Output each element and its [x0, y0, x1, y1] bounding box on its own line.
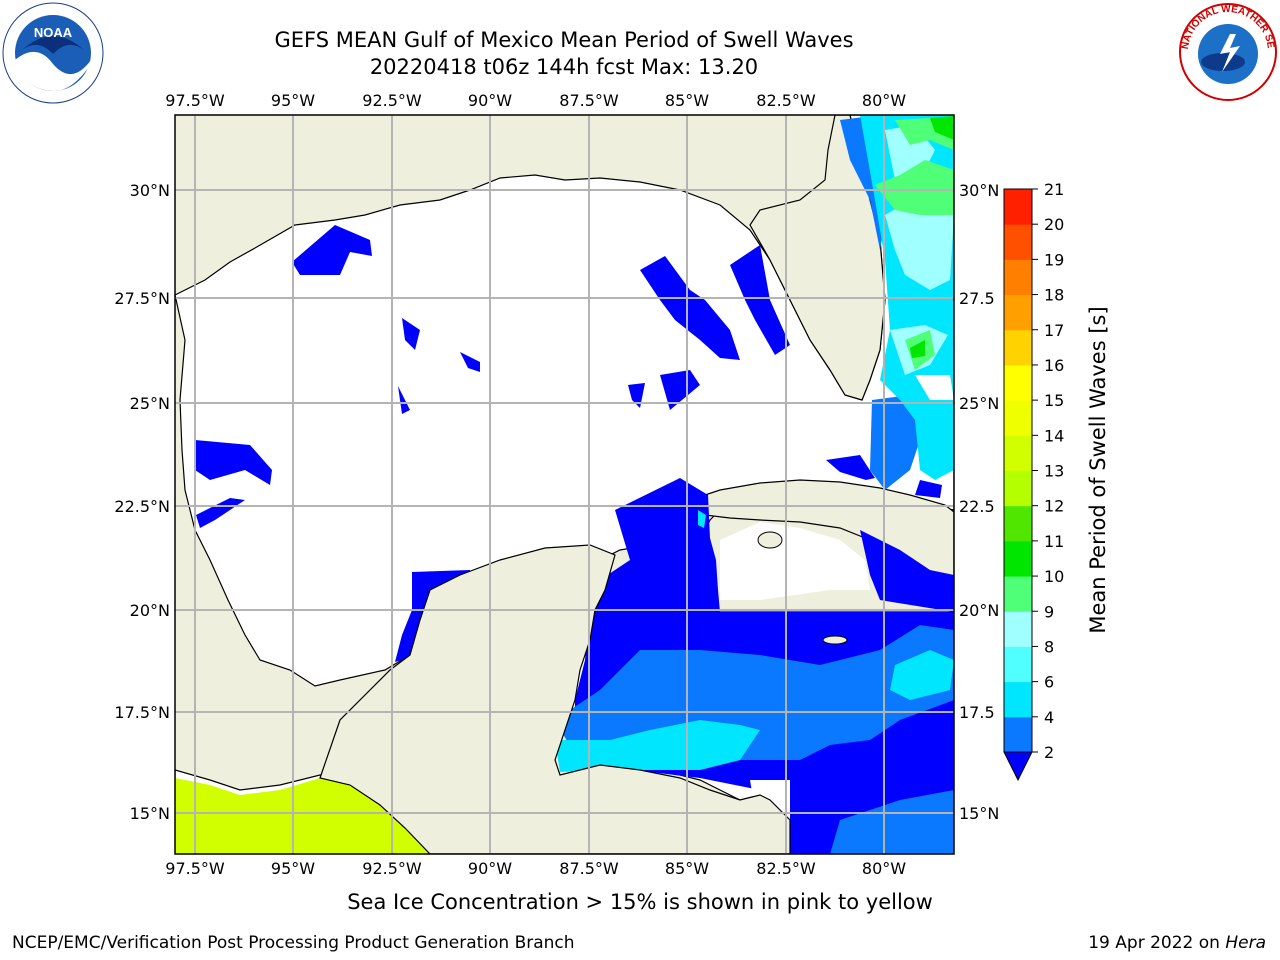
colorbar-tick-label: 15 [1044, 391, 1064, 410]
colorbar-segment [1004, 435, 1032, 471]
footer-date: 19 Apr 2022 on Hera [1088, 933, 1266, 953]
lon-label-top: 95°W [271, 91, 315, 110]
noaa-logo-text: NOAA [34, 25, 73, 40]
colorbar-segment [1004, 259, 1032, 296]
jamaica-land [822, 635, 848, 645]
colorbar-tick-label: 18 [1044, 286, 1064, 305]
colorbar-tick-label: 8 [1044, 637, 1054, 656]
footer-credit: NCEP/EMC/Verification Post Processing Pr… [12, 933, 575, 953]
colorbar-tick-label: 12 [1044, 497, 1064, 516]
lat-label-right: 25°N [959, 394, 999, 413]
colorbar-tick-label: 2 [1044, 743, 1054, 762]
colorbar-tick-label: 10 [1044, 567, 1064, 586]
colorbar-tick-label: 4 [1044, 708, 1054, 727]
footer-host: Hera [1225, 933, 1266, 953]
colorbar-tick-label: 13 [1044, 462, 1064, 481]
lat-label-left: 17.5°N [114, 703, 170, 722]
nws-logo: NATIONAL WEATHER SERVICE [1178, 2, 1277, 101]
lat-labels-right: 30°N 27.5 25°N 22.5 20°N 17.5 15°N [959, 181, 999, 823]
lon-label-top: 92.5°W [362, 91, 422, 110]
colorbar-label: Mean Period of Swell Waves [s] [1086, 306, 1110, 633]
colorbar-tick-label: 16 [1044, 356, 1064, 375]
colorbar-segment [1004, 400, 1032, 436]
colorbar-segment [1004, 505, 1032, 542]
colorbar-segment [1004, 364, 1032, 401]
lat-label-left: 15°N [130, 804, 170, 823]
colorbar-tick-label: 17 [1044, 321, 1064, 340]
lon-label-bottom: 87.5°W [559, 859, 619, 878]
colorbar-segment [1004, 329, 1032, 366]
colorbar-segment [1004, 470, 1032, 507]
colorbar-segment [1004, 716, 1032, 753]
lat-label-right: 20°N [959, 601, 999, 620]
footer-date-text: 19 Apr 2022 on [1088, 933, 1226, 953]
colorbar-segment [1004, 294, 1032, 331]
colorbar-tick-label: 14 [1044, 426, 1064, 445]
lon-label-bottom: 82.5°W [756, 859, 816, 878]
lon-label-top: 90°W [468, 91, 512, 110]
colorbar-segment [1004, 681, 1032, 718]
lon-label-top: 85°W [665, 91, 709, 110]
lat-label-left: 27.5°N [114, 289, 170, 308]
colorbar-extend-triangle [1003, 751, 1033, 782]
lat-label-right: 22.5 [959, 497, 995, 516]
lat-label-left: 30°N [130, 181, 170, 200]
colorbar: 2 4 6 8 9 10 11 12 13 14 15 16 17 18 19 20 21 [1003, 180, 1064, 782]
colorbar-tick-label: 9 [1044, 602, 1054, 621]
colorbar-tick-label: 6 [1044, 673, 1054, 692]
lat-label-right: 15°N [959, 804, 999, 823]
lon-label-bottom: 97.5°W [165, 859, 225, 878]
isla-juventud-land [757, 531, 783, 549]
florida-land [749, 115, 886, 401]
map-subtitle-forecast: 20220418 t06z 144h fcst Max: 13.20 [369, 55, 759, 79]
colorbar-segment [1004, 540, 1032, 577]
lat-label-right: 30°N [959, 181, 999, 200]
lon-label-bottom: 80°W [862, 859, 906, 878]
lat-label-left: 22.5°N [114, 497, 170, 516]
lon-label-top: 82.5°W [756, 91, 816, 110]
sea-ice-note: Sea Ice Concentration > 15% is shown in … [347, 890, 933, 914]
colorbar-tick-label: 19 [1044, 250, 1064, 269]
lon-label-bottom: 90°W [468, 859, 512, 878]
colorbar-segment [1004, 611, 1032, 647]
lat-label-left: 20°N [130, 601, 170, 620]
lon-label-top: 80°W [862, 91, 906, 110]
colorbar-tick-label: 20 [1044, 215, 1064, 234]
noaa-logo: NOAA [2, 2, 104, 104]
lat-label-right: 17.5 [959, 703, 995, 722]
map-gridlines [175, 115, 954, 854]
pacific-swell-fill [175, 778, 430, 854]
lon-label-bottom: 95°W [271, 859, 315, 878]
colorbar-segment [1004, 224, 1032, 260]
colorbar-tick-label: 11 [1044, 532, 1064, 551]
map-frame [174, 114, 955, 855]
lat-label-left: 25°N [130, 394, 170, 413]
swell-fill-level-10 [910, 116, 954, 358]
colorbar-segment [1004, 646, 1032, 683]
colorbar-tick-label: 21 [1044, 180, 1064, 199]
lat-label-right: 27.5 [959, 289, 995, 308]
lon-label-bottom: 85°W [665, 859, 709, 878]
lon-label-bottom: 92.5°W [362, 859, 422, 878]
colorbar-segment [1004, 189, 1032, 225]
lon-labels-bottom: 97.5°W 95°W 92.5°W 90°W 87.5°W 85°W 82.5… [165, 859, 906, 878]
yucatan-land [319, 544, 791, 854]
lon-label-top: 97.5°W [165, 91, 225, 110]
lat-labels-left: 30°N 27.5°N 25°N 22.5°N 20°N 17.5°N 15°N [114, 181, 170, 823]
colorbar-segment [1004, 576, 1032, 612]
lon-labels-top: 97.5°W 95°W 92.5°W 90°W 87.5°W 85°W 82.5… [165, 91, 906, 110]
map-title: GEFS MEAN Gulf of Mexico Mean Period of … [274, 28, 854, 52]
lon-label-top: 87.5°W [559, 91, 619, 110]
